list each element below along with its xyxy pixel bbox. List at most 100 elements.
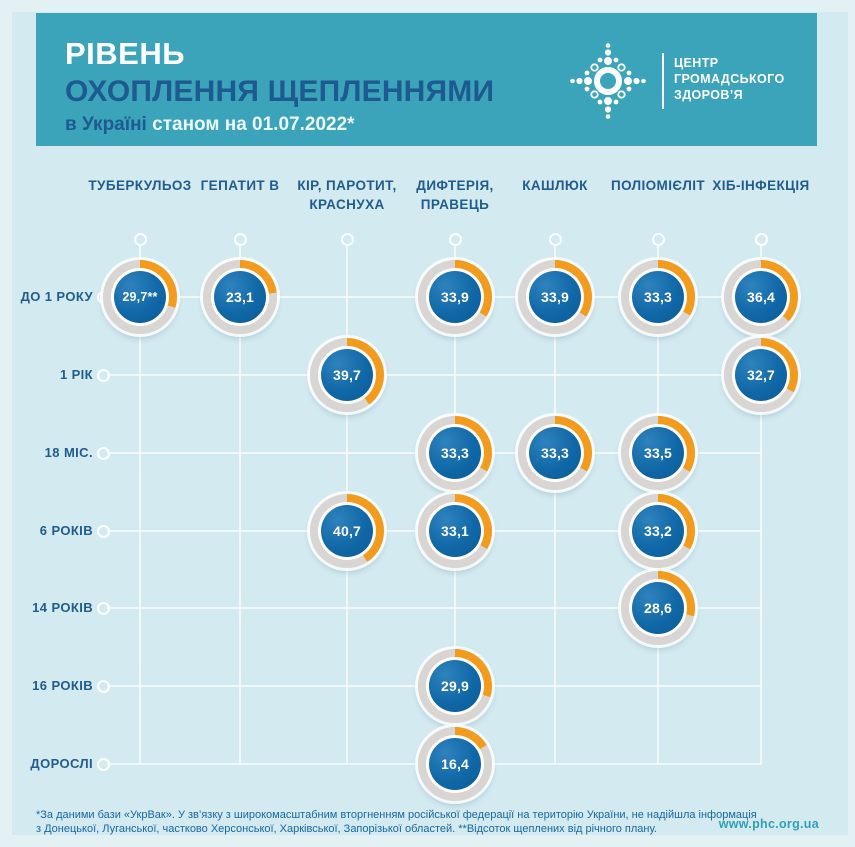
donut-value: 33,3 [540,445,570,461]
donut-core: 32,7 [735,349,787,401]
donut-core: 29,9 [429,660,481,712]
donut-value: 29,7** [122,290,158,304]
row-label-2: 18 МІС. [44,445,93,460]
donut-value: 28,6 [643,600,673,616]
row-node-icon-1 [96,368,110,382]
column-header-line: ДИФТЕРІЯ, [416,178,494,193]
donut-value: 39,7 [332,367,362,383]
column-node-icon-1 [233,232,247,246]
coverage-donut-ДОРОСЛІ-col3: 16,4 [418,727,492,801]
coverage-donut-6 РОКІВ-col5: 33,2 [621,494,695,568]
phc-logo: ЦЕНТР ГРОМАДСЬКОГО ЗДОРОВ’Я [560,41,784,121]
coverage-donut-ДО 1 РОКУ-col1: 23,1 [203,260,277,334]
donut-core: 39,7 [321,349,373,401]
donut-value: 33,1 [440,523,470,539]
logo-text-line2: ГРОМАДСЬКОГО [674,72,785,86]
coverage-donut-ДО 1 РОКУ-col6: 36,4 [724,260,798,334]
phc-logo-icon [570,43,646,119]
grid-vline-col-0 [139,245,141,764]
row-label-0: ДО 1 РОКУ [20,289,93,304]
column-header-line: ХІБ-ІНФЕКЦІЯ [712,178,810,193]
donut-core: 33,5 [632,427,684,479]
grid-hline-row-4 [107,607,761,609]
donut-value: 33,5 [643,445,673,461]
donut-value: 16,4 [440,756,470,772]
coverage-donut-6 РОКІВ-col3: 33,1 [418,494,492,568]
subtitle-prefix: в Україні [65,114,153,135]
column-header-2: КІР, ПАРОТИТ, КРАСНУХА [297,176,396,214]
footnote-line2: з Донецької, Луганської, частково Херсон… [36,823,657,835]
row-node-icon-5 [96,679,110,693]
donut-core: 33,3 [529,427,581,479]
donut-core: 29,7** [114,271,166,323]
row-label-5: 16 РОКІВ [32,678,93,693]
donut-value: 33,3 [440,445,470,461]
column-node-icon-3 [448,232,462,246]
footnote-line1: *За даними бази «УкрВак». У зв’язку з ши… [36,809,757,821]
column-header-line: ПОЛІОМІЄЛІТ [610,178,706,193]
row-node-icon-2 [96,446,110,460]
donut-value: 40,7 [332,523,362,539]
donut-value: 36,4 [746,289,776,305]
column-node-icon-2 [340,232,354,246]
logo-text-line3: ЗДОРОВ’Я [674,88,744,102]
donut-core: 33,9 [429,271,481,323]
page-title-line1: РІВЕНЬ [65,36,186,71]
column-header-3: ДИФТЕРІЯ, ПРАВЕЦЬ [416,176,493,214]
coverage-donut-1 РІК-col6: 32,7 [724,338,798,412]
donut-core: 23,1 [214,271,266,323]
grid-vline-col-6 [760,245,762,764]
donut-core: 16,4 [429,738,481,790]
donut-value: 32,7 [746,367,776,383]
donut-value: 33,9 [540,289,570,305]
row-label-3: 6 РОКІВ [39,523,93,538]
coverage-donut-1 РІК-col2: 39,7 [310,338,384,412]
donut-core: 36,4 [735,271,787,323]
grid-vline-col-4 [554,245,556,764]
donut-value: 23,1 [225,289,255,305]
column-header-line: КАШЛЮК [522,178,588,193]
coverage-donut-14 РОКІВ-col5: 28,6 [621,571,695,645]
donut-core: 33,9 [529,271,581,323]
row-node-icon-4 [96,601,110,615]
column-header-line: ПРАВЕЦЬ [420,197,490,212]
page-title-line2: ОХОПЛЕННЯ ЩЕПЛЕННЯМИ [65,75,495,108]
coverage-donut-ДО 1 РОКУ-col0: 29,7** [103,260,177,334]
coverage-donut-18 МІС.-col3: 33,3 [418,416,492,490]
column-header-line: КІР, ПАРОТИТ, [297,178,397,193]
column-header-line: КРАСНУХА [309,197,385,212]
coverage-donut-ДО 1 РОКУ-col4: 33,9 [518,260,592,334]
row-label-1: 1 РІК [59,367,93,382]
column-node-icon-5 [651,232,665,246]
row-node-icon-3 [96,524,110,538]
donut-core: 33,3 [429,427,481,479]
website-link[interactable]: www.phc.org.ua [718,817,819,831]
grid-vline-col-1 [239,245,241,764]
grid-hline-row-1 [107,374,761,376]
donut-core: 28,6 [632,582,684,634]
coverage-donut-18 МІС.-col5: 33,5 [621,416,695,490]
row-node-icon-6 [96,757,110,771]
logo-text-line1: ЦЕНТР [674,56,719,70]
column-header-line: ГЕПАТИТ В [200,178,280,193]
row-label-4: 14 РОКІВ [32,600,93,615]
coverage-donut-16 РОКІВ-col3: 29,9 [418,649,492,723]
page-subtitle: в Україні станом на 01.07.2022* [65,114,355,136]
coverage-donut-ДО 1 РОКУ-col3: 33,9 [418,260,492,334]
column-header-4: КАШЛЮК [522,176,588,195]
column-header-1: ГЕПАТИТ В [201,176,280,195]
coverage-donut-18 МІС.-col4: 33,3 [518,416,592,490]
donut-core: 33,3 [632,271,684,323]
donut-value: 33,9 [440,289,470,305]
column-header-5: ПОЛІОМІЄЛІТ [611,176,705,195]
column-node-icon-0 [133,232,147,246]
column-header-0: ТУБЕРКУЛЬОЗ [88,176,191,195]
donut-core: 40,7 [321,505,373,557]
coverage-donut-ДО 1 РОКУ-col5: 33,3 [621,260,695,334]
donut-core: 33,1 [429,505,481,557]
column-node-icon-6 [754,232,768,246]
column-header-6: ХІБ-ІНФЕКЦІЯ [712,176,809,195]
column-header-line: ТУБЕРКУЛЬОЗ [88,178,192,193]
row-label-6: ДОРОСЛІ [30,756,93,771]
